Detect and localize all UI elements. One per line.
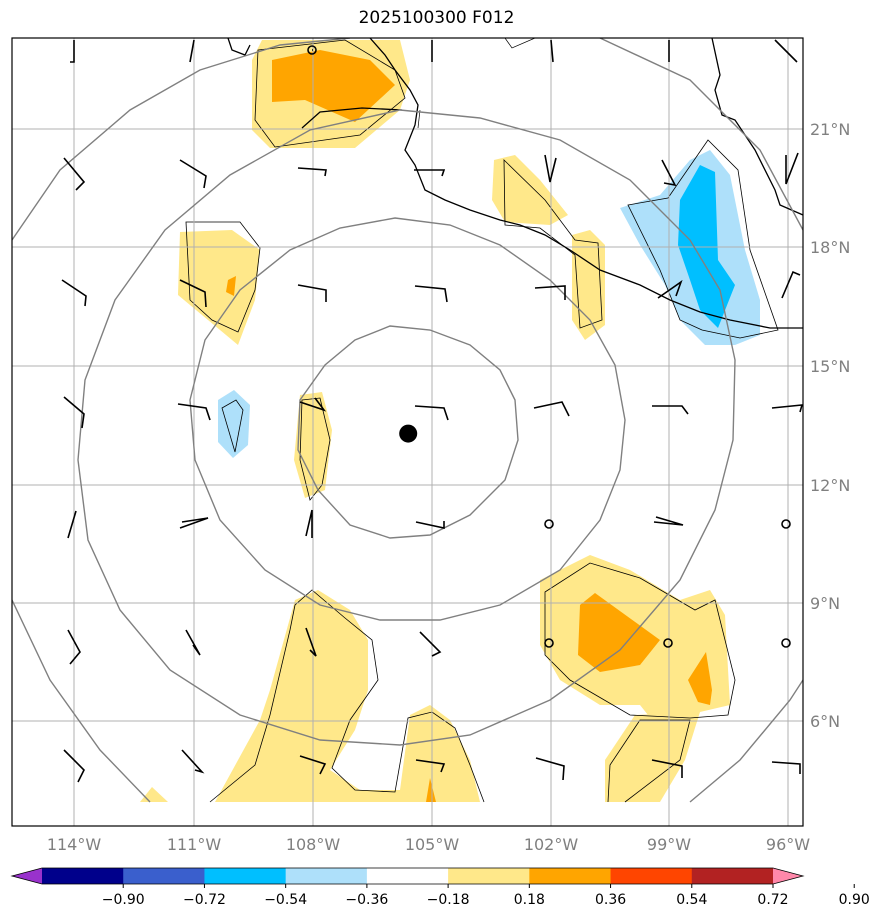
colorbar-extend-high <box>773 868 803 884</box>
lon-tick-label: 96°W <box>766 835 810 854</box>
colorbar-tick-label: −0.54 <box>264 892 307 908</box>
lon-tick-label: 108°W <box>286 835 341 854</box>
calm-markers <box>307 45 791 648</box>
range-ring-2 <box>189 217 626 621</box>
range-ring-3 <box>77 109 736 746</box>
shade-orange-west-dot <box>226 276 236 296</box>
calm-circle <box>781 638 791 648</box>
lon-tick-label: 99°W <box>647 835 691 854</box>
colorbar-segment <box>448 868 530 884</box>
shade-orange-north <box>272 50 395 122</box>
calm-circle <box>544 519 554 529</box>
colorbar-segment <box>285 868 368 884</box>
colorbar-extend-low <box>12 868 42 884</box>
calm-circle <box>663 638 673 648</box>
anomaly-shading <box>140 40 760 802</box>
shade-orange-southeast-2 <box>688 652 712 705</box>
colorbar: −0.90 −0.72 −0.54 −0.36 −0.18 0.18 0.36 0.54 0.7… <box>10 867 870 908</box>
lon-tick-labels: 114°W 111°W 108°W 105°W 102°W 99°W 96°W <box>47 835 810 854</box>
lat-tick-label: 9°N <box>810 594 840 613</box>
shade-yellow-sw-dot <box>140 787 168 802</box>
wind-barbs <box>61 39 803 783</box>
lat-tick-label: 15°N <box>810 357 850 376</box>
colorbar-segment <box>42 868 124 884</box>
border-lines <box>417 38 536 129</box>
calm-circle <box>544 638 554 648</box>
lat-tick-label: 18°N <box>810 238 850 257</box>
lon-tick-label: 111°W <box>167 835 222 854</box>
storm-center-marker <box>399 424 418 443</box>
lat-tick-labels: 21°N 18°N 15°N 12°N 9°N 6°N <box>810 120 850 731</box>
colorbar-segment <box>529 868 612 884</box>
colorbar-tick-label: 0.36 <box>595 892 626 908</box>
range-rings <box>12 38 803 803</box>
colorbar-segment <box>691 868 774 884</box>
shade-blue-west <box>218 390 250 458</box>
colorbar-tick-label: −0.18 <box>427 892 470 908</box>
coastline <box>227 38 803 329</box>
map-area <box>12 38 803 826</box>
colorbar-tick-label: 0.90 <box>839 892 870 908</box>
lon-tick-label: 114°W <box>47 835 102 854</box>
calm-circle <box>307 45 317 55</box>
colorbar-tick-label: 0.72 <box>757 892 788 908</box>
shade-orange-south-dot <box>426 778 436 802</box>
lon-tick-label: 102°W <box>524 835 579 854</box>
colorbar-segment <box>204 868 287 884</box>
colorbar-segment <box>123 868 205 884</box>
range-ring-4 <box>12 38 803 803</box>
shade-yellow-south-right <box>605 712 700 802</box>
shade-orange-southeast <box>578 593 660 672</box>
lat-tick-label: 21°N <box>810 120 850 139</box>
colorbar-segment <box>610 868 693 884</box>
colorbar-tick-label: 0.18 <box>514 892 545 908</box>
colorbar-tick-label: 0.54 <box>676 892 707 908</box>
map-frame <box>11 37 804 827</box>
colorbar-tick-label: −0.36 <box>345 892 388 908</box>
lat-tick-label: 6°N <box>810 712 840 731</box>
range-ring-1 <box>297 325 519 539</box>
colorbar-segment <box>366 868 449 884</box>
shade-yellow-south <box>215 590 480 802</box>
calm-circle <box>781 519 791 529</box>
shade-yellow-mid-east <box>492 155 568 225</box>
lon-tick-label: 105°W <box>405 835 460 854</box>
colorbar-outline <box>10 867 805 885</box>
shade-yellow-west <box>178 230 260 345</box>
lat-tick-label: 12°N <box>810 476 850 495</box>
colorbar-tick-label: −0.72 <box>183 892 226 908</box>
chart-title: 2025100300 F012 <box>358 8 515 28</box>
colorbar-tick-label: −0.90 <box>102 892 145 908</box>
